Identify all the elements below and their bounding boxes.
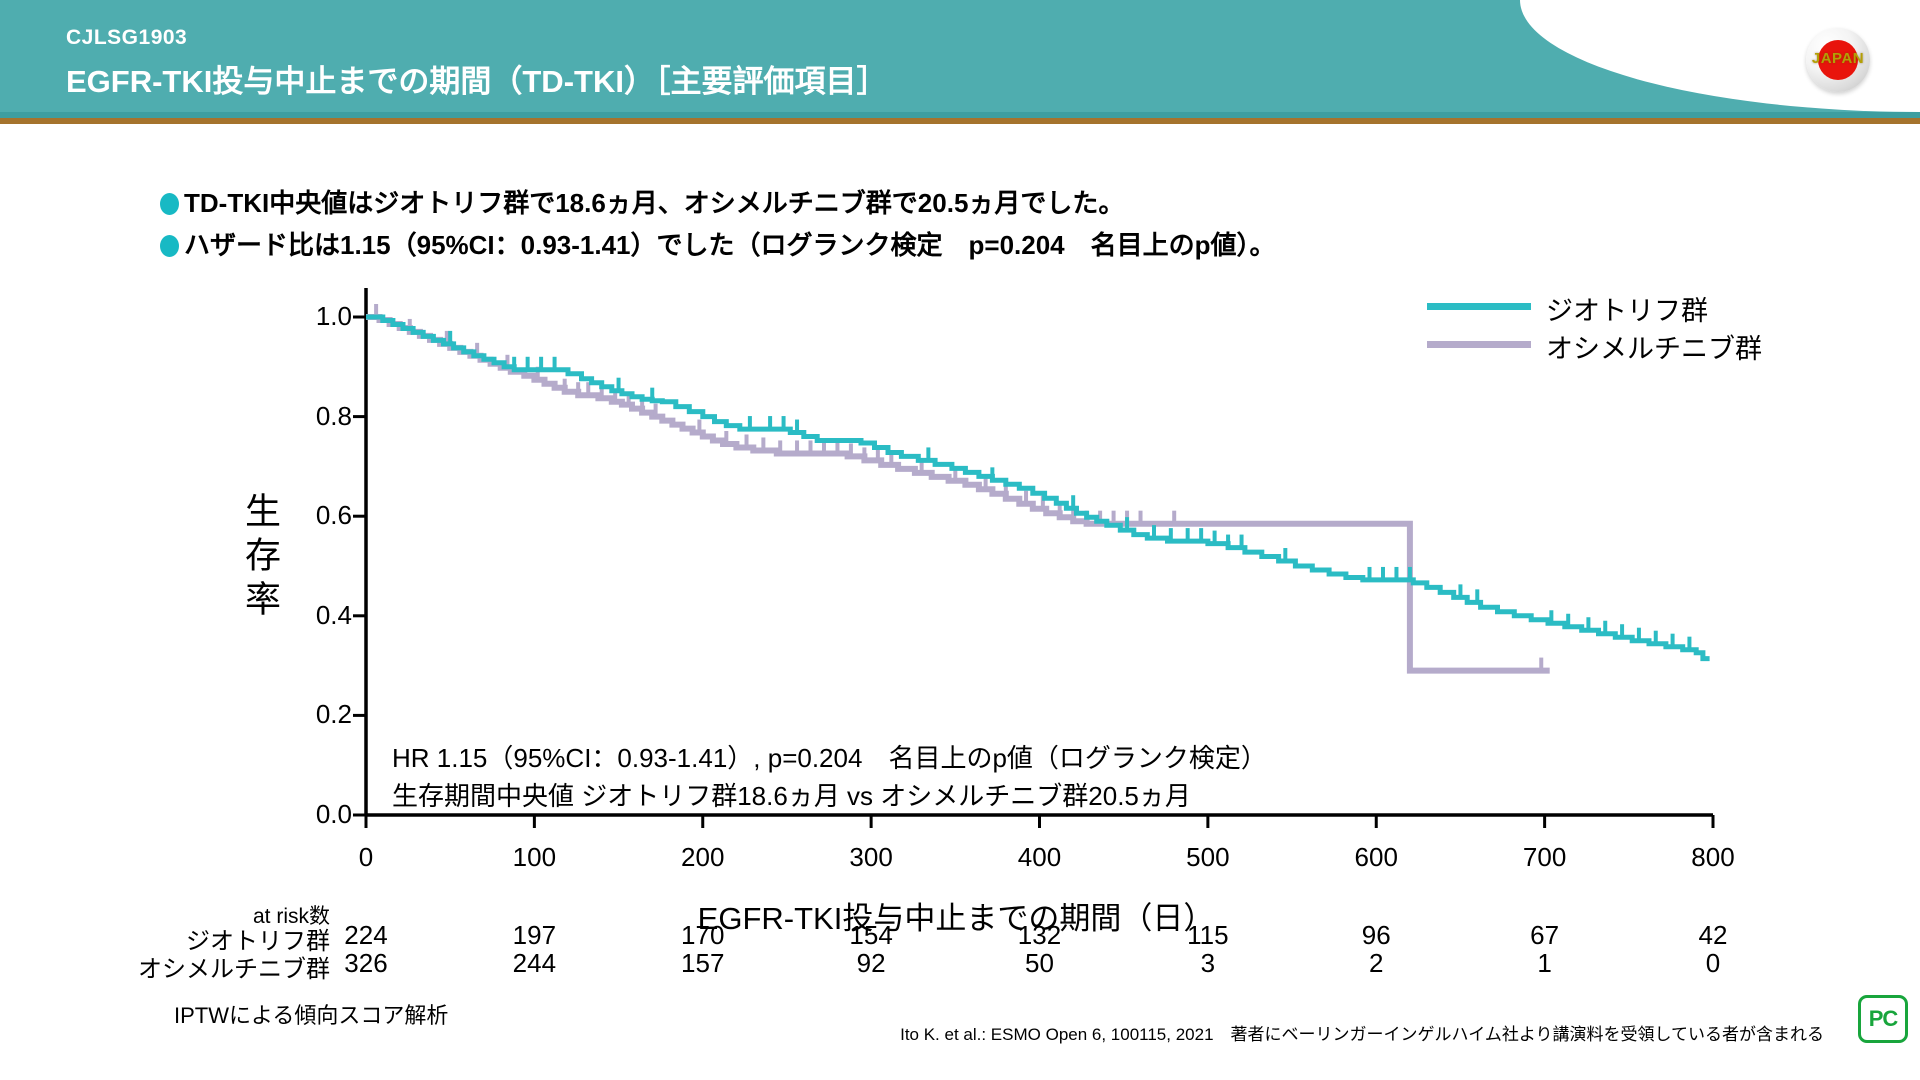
page-title: EGFR-TKI投与中止までの期間（TD-TKI）［主要評価項目］ <box>66 64 888 99</box>
japan-logo-red-circle <box>1818 40 1858 80</box>
x-tick-label: 200 <box>681 842 725 872</box>
legend-swatch-afatinib <box>1427 303 1531 310</box>
y-tick-label: 1.0 <box>315 301 352 331</box>
at-risk-value: 1 <box>1537 948 1552 978</box>
at-risk-value: 157 <box>681 948 725 978</box>
at-risk-value: 50 <box>1025 948 1054 978</box>
y-tick-label: 0.6 <box>315 500 352 531</box>
japan-logo-icon: JAPAN <box>1806 28 1870 92</box>
at-risk-value: 244 <box>512 948 557 978</box>
at-risk-header: at risk数 <box>252 905 330 928</box>
at-risk-value: 326 <box>344 948 388 978</box>
median-annotation: 生存期間中央値 ジオトリフ群18.6ヵ月 vs オシメルチニブ群20.5ヵ月 <box>392 781 1191 811</box>
x-tick-label: 400 <box>1017 842 1062 872</box>
x-tick-label: 100 <box>512 842 557 872</box>
x-tick-label: 500 <box>1186 842 1230 872</box>
km-curve-afatinib <box>366 314 1710 662</box>
at-risk-value: 154 <box>849 920 893 950</box>
x-tick-label: 700 <box>1522 842 1567 872</box>
at-risk-value: 197 <box>512 920 557 950</box>
at-risk-row-label-afatinib: ジオトリフ群 <box>186 928 330 955</box>
x-tick-label: 600 <box>1354 842 1398 872</box>
y-tick-label: 0.8 <box>315 400 352 431</box>
y-tick-label: 0.0 <box>315 799 352 829</box>
header-rule-brown <box>0 118 1920 124</box>
at-risk-value: 96 <box>1361 920 1391 950</box>
japan-logo-label: JAPAN <box>1811 50 1865 67</box>
bullet-dot-icon <box>160 193 179 215</box>
y-axis-title: 生存率 <box>240 492 281 624</box>
header-rule-teal <box>0 112 1920 118</box>
x-tick-label: 800 <box>1691 842 1735 872</box>
at-risk-row-label-osimertinib: オシメルチニブ群 <box>138 956 330 983</box>
y-tick-label: 0.2 <box>315 699 352 730</box>
at-risk-value: 42 <box>1698 920 1728 950</box>
hr-annotation: HR 1.15（95%CI：0.93-1.41）, p=0.204 名目上のp値… <box>392 743 1267 773</box>
at-risk-value: 67 <box>1530 920 1560 950</box>
at-risk-value: 170 <box>681 920 725 950</box>
bullet-point-2: ハザード比は1.15（95%CI：0.93-1.41）でした（ログランク検定 p… <box>160 229 1276 261</box>
at-risk-value: 115 <box>1187 920 1229 950</box>
study-id: CJLSG1903 <box>66 26 188 49</box>
bullet-text-2: ハザード比は1.15（95%CI：0.93-1.41）でした（ログランク検定 p… <box>184 230 1276 260</box>
at-risk-value: 132 <box>1017 920 1062 950</box>
analysis-note: IPTWによる傾向スコア解析 <box>174 1003 449 1028</box>
at-risk-value: 2 <box>1369 948 1384 978</box>
y-tick-label: 0.4 <box>315 599 352 630</box>
reference-citation: Ito K. et al.: ESMO Open 6, 100115, 2021… <box>900 1025 1824 1044</box>
at-risk-value: 3 <box>1200 948 1216 978</box>
x-axis-title: EGFR-TKI投与中止までの期間（日） <box>697 901 1215 936</box>
bullet-point-1: TD-TKI中央値はジオトリフ群で18.6ヵ月、オシメルチニブ群で20.5ヵ月で… <box>160 187 1124 219</box>
bullet-dot-icon <box>160 235 179 257</box>
x-tick-label: 300 <box>849 842 893 872</box>
pc-badge-icon: PC <box>1858 995 1908 1043</box>
legend-label-osimertinib: オシメルチニブ群 <box>1546 334 1762 364</box>
x-tick-label: 0 <box>358 842 374 872</box>
bullet-text-1: TD-TKI中央値はジオトリフ群で18.6ヵ月、オシメルチニブ群で20.5ヵ月で… <box>184 188 1125 218</box>
legend-label-afatinib: ジオトリフ群 <box>1546 296 1708 326</box>
at-risk-value: 224 <box>344 920 388 950</box>
legend-swatch-osimertinib <box>1427 341 1531 348</box>
at-risk-value: 92 <box>856 948 886 978</box>
at-risk-value: 0 <box>1705 948 1721 978</box>
